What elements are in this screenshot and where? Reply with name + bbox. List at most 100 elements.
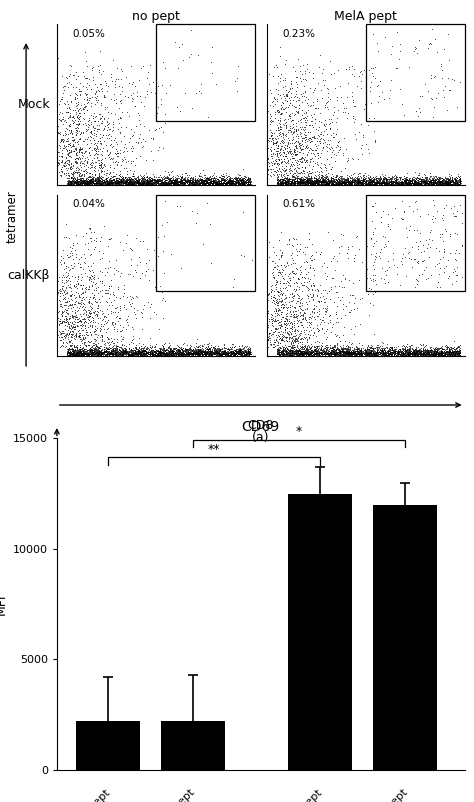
Point bbox=[108, 334, 116, 347]
Point bbox=[224, 174, 232, 187]
Point bbox=[441, 347, 448, 360]
Point bbox=[410, 346, 418, 359]
Point bbox=[426, 343, 433, 356]
Point bbox=[90, 338, 97, 351]
Point bbox=[109, 339, 117, 352]
Point bbox=[143, 178, 151, 191]
Point bbox=[441, 347, 448, 360]
Point bbox=[340, 175, 348, 188]
Point bbox=[113, 147, 121, 160]
Point bbox=[417, 175, 424, 188]
Point bbox=[100, 90, 108, 103]
Point bbox=[339, 177, 346, 190]
Point bbox=[217, 349, 225, 362]
Point bbox=[190, 176, 198, 188]
Point bbox=[98, 148, 105, 160]
Point bbox=[128, 346, 136, 359]
Point bbox=[153, 176, 160, 188]
Point bbox=[403, 177, 411, 190]
Point bbox=[438, 172, 446, 184]
Point bbox=[331, 348, 338, 361]
Point bbox=[444, 348, 452, 361]
Point bbox=[318, 177, 325, 190]
Point bbox=[301, 172, 308, 185]
Point bbox=[411, 176, 419, 188]
Point bbox=[319, 63, 327, 75]
Point bbox=[364, 176, 372, 189]
Point bbox=[351, 346, 358, 359]
Point bbox=[159, 348, 167, 361]
Point bbox=[180, 347, 188, 360]
Point bbox=[446, 176, 454, 188]
Point bbox=[129, 176, 137, 189]
Point bbox=[353, 340, 361, 353]
Point bbox=[301, 344, 308, 357]
Point bbox=[68, 316, 75, 329]
Point bbox=[59, 153, 66, 166]
Point bbox=[233, 175, 241, 188]
Point bbox=[104, 287, 111, 300]
Point bbox=[74, 105, 82, 118]
Point bbox=[312, 345, 320, 358]
Point bbox=[309, 348, 316, 361]
Point bbox=[117, 177, 124, 190]
Point bbox=[306, 233, 313, 245]
Point bbox=[82, 99, 89, 112]
Point bbox=[338, 348, 346, 361]
Point bbox=[297, 332, 305, 345]
Point bbox=[171, 177, 178, 190]
Point bbox=[334, 286, 341, 298]
Point bbox=[238, 339, 246, 352]
Point bbox=[177, 105, 184, 118]
Point bbox=[59, 151, 66, 164]
Point bbox=[365, 346, 372, 359]
Point bbox=[340, 101, 347, 114]
Point bbox=[225, 172, 233, 185]
Point bbox=[341, 347, 349, 360]
Point bbox=[242, 175, 250, 188]
Point bbox=[273, 178, 281, 191]
Point bbox=[321, 266, 329, 279]
Point bbox=[282, 347, 290, 360]
Point bbox=[280, 282, 287, 294]
Point bbox=[305, 313, 313, 326]
Point bbox=[71, 295, 79, 308]
Point bbox=[268, 267, 275, 280]
Point bbox=[301, 67, 309, 79]
Point bbox=[375, 175, 383, 188]
Point bbox=[416, 343, 423, 356]
Point bbox=[225, 175, 233, 188]
Point bbox=[84, 176, 91, 188]
Point bbox=[292, 84, 300, 97]
Point bbox=[439, 178, 447, 191]
Point bbox=[395, 176, 403, 189]
Point bbox=[172, 176, 180, 188]
Point bbox=[117, 344, 124, 357]
Point bbox=[67, 290, 75, 302]
Point bbox=[451, 176, 459, 188]
Point bbox=[211, 347, 219, 360]
Point bbox=[220, 347, 228, 360]
Point bbox=[131, 176, 139, 188]
Point bbox=[201, 347, 209, 360]
Point bbox=[416, 345, 423, 358]
Point bbox=[111, 345, 118, 358]
Point bbox=[372, 134, 379, 147]
Point bbox=[301, 84, 309, 97]
Point bbox=[245, 347, 252, 360]
Point bbox=[337, 340, 344, 353]
Point bbox=[272, 323, 280, 336]
Point bbox=[213, 178, 221, 191]
Point bbox=[241, 340, 248, 353]
Point bbox=[447, 178, 454, 191]
Point bbox=[423, 348, 430, 361]
Point bbox=[196, 345, 204, 358]
Point bbox=[455, 176, 463, 188]
Point bbox=[82, 175, 90, 188]
Point bbox=[123, 174, 131, 187]
Point bbox=[280, 346, 287, 359]
Point bbox=[449, 176, 456, 189]
Point bbox=[378, 176, 385, 188]
Point bbox=[238, 349, 246, 362]
Point bbox=[195, 344, 203, 357]
